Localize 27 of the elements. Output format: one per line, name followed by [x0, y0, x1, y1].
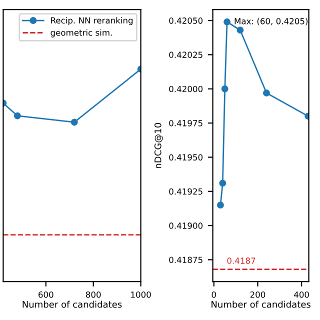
y-tick-label: 0.41900: [169, 222, 203, 229]
annotation: Max: (60, 0.4205): [234, 18, 308, 26]
y-tick-label: 0.41950: [169, 154, 203, 161]
y-tick-label: 0.41925: [169, 188, 202, 195]
y-tick-label: 0.42050: [169, 18, 203, 24]
legend-label: geometric sim.: [50, 29, 112, 38]
legend-label: Recip. NN reranking: [51, 17, 133, 26]
y-tick-label: 0.41875: [169, 256, 202, 264]
point: [217, 202, 224, 209]
y-tick-label: 0.42025: [169, 52, 202, 58]
x-axis-title: Number of candidates: [212, 300, 310, 308]
x-axis-title: Number of candidates: [22, 300, 122, 308]
y-tick-label: 0.42000: [169, 86, 203, 92]
point: [224, 18, 231, 26]
x-tick-label: 400: [294, 291, 309, 298]
x-tick-label: 800: [86, 291, 101, 298]
point: [221, 85, 228, 92]
point: [263, 90, 270, 96]
x-tick-label: 600: [38, 291, 54, 298]
x-tick-label: 200: [250, 291, 266, 298]
x-tick-label: 1000: [131, 291, 151, 298]
y-tick-label: 0.41975: [169, 120, 202, 126]
point: [219, 180, 226, 187]
point: [236, 26, 244, 34]
y-axis-title: nDCG@10: [154, 122, 163, 168]
x-tick-label: 0: [212, 291, 216, 298]
ref-line-label: 0.4187: [227, 258, 256, 264]
